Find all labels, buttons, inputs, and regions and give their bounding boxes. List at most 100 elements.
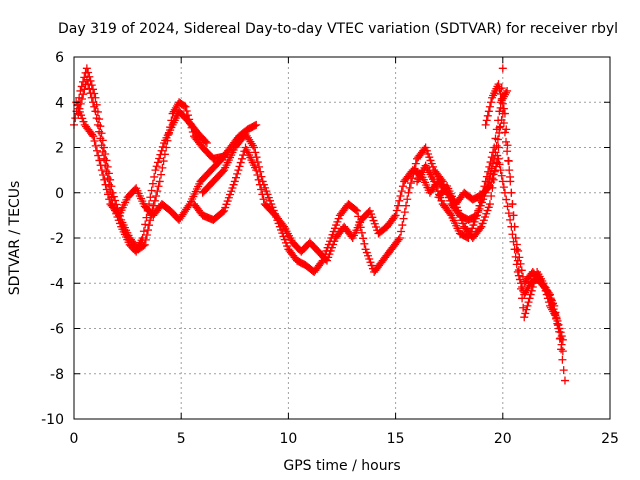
data-point — [145, 221, 154, 230]
y-tick-label: -8 — [50, 367, 64, 383]
data-point — [138, 234, 147, 242]
data-point — [437, 175, 446, 184]
data-point — [494, 154, 503, 163]
data-point — [96, 134, 105, 143]
data-point — [76, 99, 85, 108]
y-tick-label: -10 — [41, 412, 64, 428]
data-point — [91, 107, 100, 116]
data-point — [502, 88, 511, 97]
data-point — [391, 211, 400, 220]
data-point — [92, 114, 101, 123]
data-point — [93, 120, 102, 129]
data-point — [394, 201, 403, 210]
data-point — [150, 196, 159, 205]
data-point — [353, 206, 362, 215]
data-point — [235, 162, 244, 171]
data-point — [558, 347, 567, 356]
chart-title: Day 319 of 2024, Sidereal Day-to-day VTE… — [58, 21, 618, 37]
data-point — [101, 180, 110, 189]
data-point — [149, 201, 158, 210]
data-point — [257, 185, 266, 194]
x-tick-labels: 0 5 10 15 20 25 — [70, 431, 619, 447]
data-point — [559, 366, 568, 375]
data-point — [397, 187, 406, 196]
data-point — [493, 135, 502, 144]
data-point — [95, 156, 104, 165]
x-tick-label: 5 — [177, 431, 186, 447]
x-tick-label: 10 — [279, 431, 297, 447]
data-point — [85, 84, 94, 93]
data-point — [97, 166, 106, 175]
data-point — [502, 137, 511, 146]
data-point — [398, 182, 407, 191]
data-point — [139, 227, 148, 236]
data-point — [499, 118, 508, 127]
x-axis-label: GPS time / hours — [283, 458, 400, 474]
series-track-e — [198, 86, 512, 276]
data-point — [485, 181, 494, 190]
data-point — [88, 98, 97, 107]
data-point — [397, 227, 406, 236]
data-point — [411, 159, 420, 168]
data-point — [90, 137, 99, 146]
data-point — [142, 213, 151, 222]
data-point — [495, 160, 504, 169]
data-point — [77, 95, 86, 104]
data-point — [151, 166, 160, 175]
data-point — [156, 150, 165, 159]
data-point — [86, 89, 95, 98]
data-point — [248, 141, 257, 150]
data-point — [103, 190, 112, 199]
data-point — [488, 174, 497, 183]
data-point — [482, 116, 491, 125]
data-point — [201, 137, 210, 146]
data-point — [446, 209, 455, 218]
data-point — [506, 172, 515, 181]
data-point — [521, 309, 530, 318]
data-point — [71, 114, 80, 123]
data-point — [504, 209, 513, 218]
data-point — [508, 200, 517, 209]
data-point — [556, 334, 565, 343]
data-point — [494, 80, 503, 89]
data-point — [499, 104, 508, 113]
data-point — [555, 327, 564, 336]
data-point — [514, 271, 523, 280]
data-point — [500, 188, 509, 197]
data-point — [506, 215, 515, 224]
data-point — [557, 340, 566, 349]
data-point — [498, 177, 507, 186]
y-tick-label: 0 — [55, 186, 64, 202]
data-point — [230, 177, 239, 186]
y-tick-label: 6 — [55, 50, 64, 66]
data-point — [487, 178, 496, 187]
y-tick-label: 2 — [55, 141, 64, 157]
data-point — [504, 157, 513, 166]
data-point — [498, 64, 507, 73]
data-point — [79, 90, 88, 99]
data-point — [252, 120, 261, 129]
data-point — [155, 177, 164, 186]
x-tick-label: 20 — [494, 431, 512, 447]
series-track-h — [434, 154, 567, 356]
data-point — [256, 167, 265, 176]
data-point — [511, 252, 520, 261]
data-point — [94, 151, 103, 160]
y-axis-label: SDTVAR / TECUs — [7, 181, 23, 296]
x-tick-label: 25 — [601, 431, 619, 447]
data-point — [524, 298, 533, 307]
data-point — [355, 217, 364, 226]
data-point — [158, 163, 167, 172]
data-point — [553, 321, 562, 330]
data-point — [103, 174, 112, 183]
data-point — [499, 183, 508, 192]
grid-lines — [74, 57, 610, 419]
data-point — [395, 196, 404, 205]
data-point — [398, 221, 407, 230]
data-point — [143, 226, 152, 235]
series-track-f — [413, 109, 569, 385]
data-point — [487, 191, 496, 200]
x-tick-label: 0 — [70, 431, 79, 447]
data-point — [317, 258, 326, 267]
data-point — [152, 191, 161, 200]
